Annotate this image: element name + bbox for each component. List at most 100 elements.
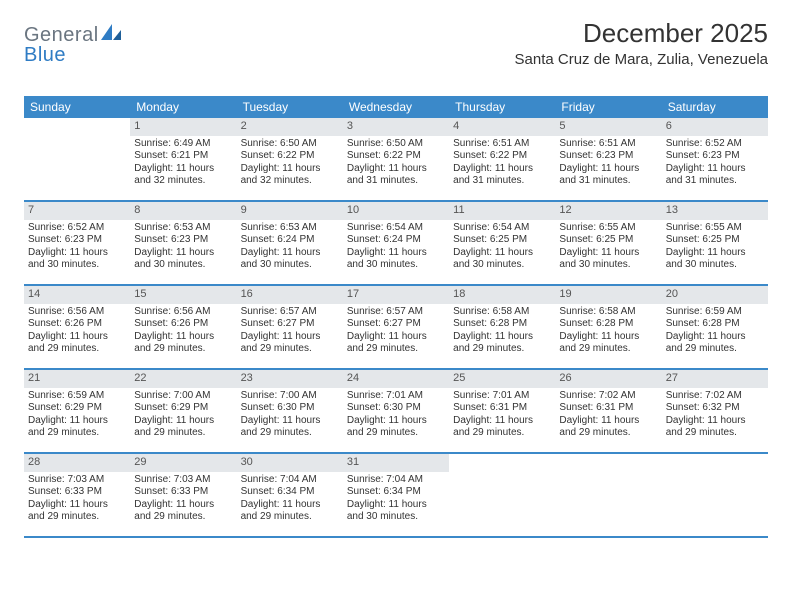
day-cell: 13Sunrise: 6:55 AMSunset: 6:25 PMDayligh… (662, 202, 768, 284)
day-number: 15 (130, 286, 236, 304)
day-line: Daylight: 11 hours (559, 415, 657, 428)
day-line: Sunset: 6:28 PM (666, 318, 764, 331)
day-line: and 32 minutes. (241, 175, 339, 188)
title-block: December 2025 Santa Cruz de Mara, Zulia,… (515, 18, 768, 68)
day-number: 9 (237, 202, 343, 220)
day-cell: 11Sunrise: 6:54 AMSunset: 6:25 PMDayligh… (449, 202, 555, 284)
day-number: 13 (662, 202, 768, 220)
week-row: 14Sunrise: 6:56 AMSunset: 6:26 PMDayligh… (24, 286, 768, 370)
day-line: Daylight: 11 hours (28, 415, 126, 428)
day-line: Sunrise: 6:59 AM (666, 306, 764, 319)
day-line: Daylight: 11 hours (347, 331, 445, 344)
day-line: Daylight: 11 hours (666, 415, 764, 428)
day-number: 6 (662, 118, 768, 136)
day-line: and 29 minutes. (559, 427, 657, 440)
day-line: Sunset: 6:22 PM (453, 150, 551, 163)
day-number: 21 (24, 370, 130, 388)
day-number: 25 (449, 370, 555, 388)
day-line: Daylight: 11 hours (453, 163, 551, 176)
day-number: 28 (24, 454, 130, 472)
day-line: Sunset: 6:26 PM (134, 318, 232, 331)
day-line: Daylight: 11 hours (241, 499, 339, 512)
day-cell: 5Sunrise: 6:51 AMSunset: 6:23 PMDaylight… (555, 118, 661, 200)
day-cell: 14Sunrise: 6:56 AMSunset: 6:26 PMDayligh… (24, 286, 130, 368)
day-line: and 29 minutes. (28, 511, 126, 524)
day-line: and 29 minutes. (241, 427, 339, 440)
day-line: and 29 minutes. (453, 343, 551, 356)
day-body: Sunrise: 6:58 AMSunset: 6:28 PMDaylight:… (555, 304, 661, 360)
day-number (449, 454, 555, 472)
week-row: 28Sunrise: 7:03 AMSunset: 6:33 PMDayligh… (24, 454, 768, 538)
day-body: Sunrise: 6:56 AMSunset: 6:26 PMDaylight:… (24, 304, 130, 360)
calendar-grid: SundayMondayTuesdayWednesdayThursdayFrid… (24, 96, 768, 538)
day-line: Sunrise: 7:00 AM (134, 390, 232, 403)
day-line: Sunset: 6:29 PM (134, 402, 232, 415)
week-row: 7Sunrise: 6:52 AMSunset: 6:23 PMDaylight… (24, 202, 768, 286)
day-line: Sunrise: 7:01 AM (347, 390, 445, 403)
day-number: 18 (449, 286, 555, 304)
day-line: Sunrise: 6:57 AM (347, 306, 445, 319)
day-line: Daylight: 11 hours (453, 415, 551, 428)
day-body: Sunrise: 7:03 AMSunset: 6:33 PMDaylight:… (24, 472, 130, 528)
day-line: Sunset: 6:27 PM (347, 318, 445, 331)
day-body: Sunrise: 6:49 AMSunset: 6:21 PMDaylight:… (130, 136, 236, 192)
day-line: and 31 minutes. (559, 175, 657, 188)
day-number: 29 (130, 454, 236, 472)
day-line: Sunrise: 6:57 AM (241, 306, 339, 319)
day-line: and 29 minutes. (241, 511, 339, 524)
day-line: and 30 minutes. (28, 259, 126, 272)
day-line: and 29 minutes. (28, 343, 126, 356)
day-number: 31 (343, 454, 449, 472)
day-body: Sunrise: 7:04 AMSunset: 6:34 PMDaylight:… (343, 472, 449, 528)
dow-cell: Saturday (662, 96, 768, 118)
day-line: and 29 minutes. (559, 343, 657, 356)
day-body: Sunrise: 6:51 AMSunset: 6:22 PMDaylight:… (449, 136, 555, 192)
day-line: Sunrise: 6:58 AM (453, 306, 551, 319)
day-line: Daylight: 11 hours (241, 331, 339, 344)
week-row: 21Sunrise: 6:59 AMSunset: 6:29 PMDayligh… (24, 370, 768, 454)
day-cell (555, 454, 661, 536)
day-line: Sunrise: 6:52 AM (28, 222, 126, 235)
day-line: Sunrise: 6:54 AM (453, 222, 551, 235)
day-body: Sunrise: 7:00 AMSunset: 6:29 PMDaylight:… (130, 388, 236, 444)
day-line: Sunset: 6:23 PM (666, 150, 764, 163)
day-cell: 29Sunrise: 7:03 AMSunset: 6:33 PMDayligh… (130, 454, 236, 536)
day-body: Sunrise: 7:00 AMSunset: 6:30 PMDaylight:… (237, 388, 343, 444)
day-number: 14 (24, 286, 130, 304)
day-line: Sunrise: 7:00 AM (241, 390, 339, 403)
weeks-container: 1Sunrise: 6:49 AMSunset: 6:21 PMDaylight… (24, 118, 768, 538)
day-body: Sunrise: 6:55 AMSunset: 6:25 PMDaylight:… (662, 220, 768, 276)
day-body: Sunrise: 6:50 AMSunset: 6:22 PMDaylight:… (343, 136, 449, 192)
day-line: Daylight: 11 hours (666, 331, 764, 344)
day-line: Daylight: 11 hours (241, 163, 339, 176)
day-number: 20 (662, 286, 768, 304)
day-line: Daylight: 11 hours (28, 499, 126, 512)
day-line: Daylight: 11 hours (347, 415, 445, 428)
day-body: Sunrise: 6:54 AMSunset: 6:25 PMDaylight:… (449, 220, 555, 276)
day-line: and 29 minutes. (134, 343, 232, 356)
day-body: Sunrise: 6:51 AMSunset: 6:23 PMDaylight:… (555, 136, 661, 192)
day-line: Sunrise: 6:49 AM (134, 138, 232, 151)
day-number: 4 (449, 118, 555, 136)
day-number: 17 (343, 286, 449, 304)
day-line: Sunrise: 7:03 AM (28, 474, 126, 487)
day-number: 27 (662, 370, 768, 388)
day-body: Sunrise: 6:54 AMSunset: 6:24 PMDaylight:… (343, 220, 449, 276)
day-line: Sunrise: 6:50 AM (241, 138, 339, 151)
day-line: and 31 minutes. (453, 175, 551, 188)
day-line: Sunset: 6:24 PM (347, 234, 445, 247)
day-line: Daylight: 11 hours (134, 247, 232, 260)
day-line: Sunset: 6:30 PM (347, 402, 445, 415)
day-cell: 22Sunrise: 7:00 AMSunset: 6:29 PMDayligh… (130, 370, 236, 452)
day-line: Sunrise: 6:51 AM (559, 138, 657, 151)
day-body: Sunrise: 7:02 AMSunset: 6:32 PMDaylight:… (662, 388, 768, 444)
day-line: Sunset: 6:34 PM (347, 486, 445, 499)
day-body (449, 472, 555, 532)
day-line: Daylight: 11 hours (134, 415, 232, 428)
day-line: Sunset: 6:26 PM (28, 318, 126, 331)
day-line: and 29 minutes. (134, 511, 232, 524)
day-body: Sunrise: 6:59 AMSunset: 6:29 PMDaylight:… (24, 388, 130, 444)
day-line: Daylight: 11 hours (241, 415, 339, 428)
day-line: Sunset: 6:23 PM (28, 234, 126, 247)
dow-cell: Sunday (24, 96, 130, 118)
